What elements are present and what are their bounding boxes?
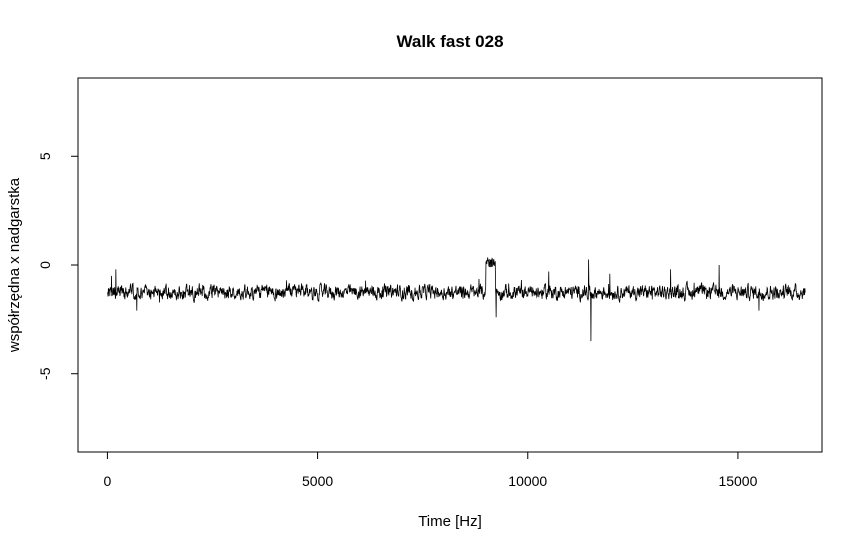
y-tick-label: 5: [37, 152, 53, 160]
x-axis-label: Time [Hz]: [418, 513, 482, 530]
series-group: [107, 257, 806, 342]
y-tick-label: -5: [37, 367, 53, 380]
y-axis: -5 0 5: [37, 152, 79, 380]
x-tick-label: 15000: [718, 473, 757, 489]
chart-title: Walk fast 028: [396, 32, 503, 51]
x-tick-label: 0: [104, 473, 112, 489]
x-tick-label: 10000: [508, 473, 547, 489]
y-tick-label: 0: [37, 261, 53, 269]
plot-area-frame: [77, 77, 823, 453]
series-line: [107, 257, 806, 342]
x-axis: 0 5000 10000 15000: [104, 451, 758, 489]
x-tick-label: 5000: [302, 473, 333, 489]
y-axis-label: współrzędna x nadgarstka: [6, 177, 23, 353]
